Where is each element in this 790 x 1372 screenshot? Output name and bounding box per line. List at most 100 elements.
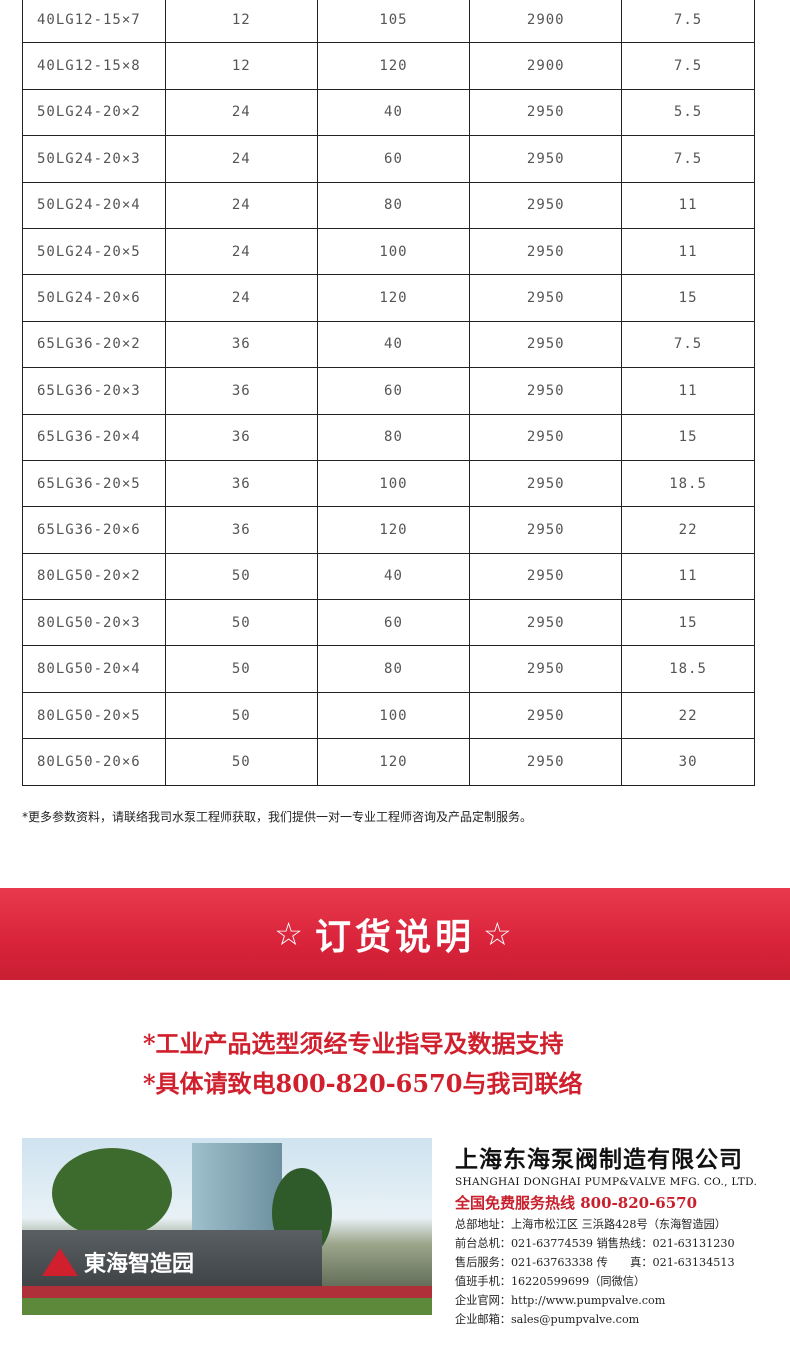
- table-row: 80LG50-20×5 50 100 2950 22: [22, 691, 755, 740]
- table-cell: 65LG36-20×5: [22, 459, 166, 508]
- table-cell: 40LG12-15×7: [22, 0, 166, 44]
- table-cell: 60: [316, 599, 471, 647]
- banner-title: 订货说明: [314, 917, 475, 958]
- factory-photo: 東海智造园: [22, 1138, 432, 1315]
- table-cell: 2950: [469, 135, 623, 183]
- phones-1: 前台总机：021-63774539 销售热线：021-63131230: [455, 1237, 735, 1250]
- table-cell: 5.5: [621, 88, 755, 137]
- table-cell: 2950: [469, 181, 623, 229]
- table-cell: 36: [164, 459, 318, 508]
- table-cell: 11: [621, 227, 755, 276]
- table-cell: 36: [164, 506, 318, 554]
- table-cell: 2950: [469, 88, 623, 137]
- table-cell: 7.5: [621, 0, 755, 44]
- table-cell: 2950: [469, 599, 623, 647]
- table-cell: 12: [164, 42, 318, 90]
- park-sign: 東海智造园: [42, 1246, 194, 1278]
- table-cell: 50LG24-20×3: [22, 135, 166, 183]
- table-cell: 60: [316, 367, 471, 415]
- table-cell: 30: [621, 738, 755, 786]
- table-cell: 50LG24-20×5: [22, 227, 166, 276]
- table-cell: 50LG24-20×6: [22, 274, 166, 322]
- table-cell: 24: [164, 135, 318, 183]
- table-row: 40LG12-15×7 12 105 2900 7.5: [22, 0, 755, 44]
- table-cell: 2950: [469, 274, 623, 322]
- table-cell: 80: [316, 645, 471, 693]
- pump-spec-table: 40LG12-15×7 12 105 2900 7.5 40LG12-15×8 12 120 2…: [22, 0, 755, 786]
- company-name-en: SHANGHAI DONGHAI PUMP&VALVE MFG. CO., LT…: [455, 1176, 758, 1188]
- table-cell: 2900: [469, 42, 623, 90]
- order-notes-banner: ☆ 订货说明 ☆: [0, 888, 790, 980]
- table-row: 80LG50-20×6 50 120 2950 30: [22, 738, 755, 786]
- table-cell: 24: [164, 181, 318, 229]
- table-cell: 80LG50-20×3: [22, 599, 166, 647]
- table-cell: 36: [164, 367, 318, 415]
- table-cell: 36: [164, 320, 318, 369]
- table-cell: 120: [316, 42, 471, 90]
- table-row: 65LG36-20×3 36 60 2950 11: [22, 367, 755, 415]
- table-cell: 120: [316, 274, 471, 322]
- table-cell: 2950: [469, 738, 623, 786]
- table-cell: 40: [316, 552, 471, 601]
- table-cell: 120: [316, 738, 471, 786]
- table-row: 50LG24-20×3 24 60 2950 7.5: [22, 135, 755, 183]
- table-row: 65LG36-20×6 36 120 2950 22: [22, 506, 755, 554]
- table-cell: 7.5: [621, 320, 755, 369]
- table-cell: 18.5: [621, 459, 755, 508]
- table-row: 50LG24-20×2 24 40 2950 5.5: [22, 88, 755, 137]
- table-cell: 80: [316, 413, 471, 461]
- table-cell: 80LG50-20×2: [22, 552, 166, 601]
- table-row: 80LG50-20×2 50 40 2950 11: [22, 552, 755, 601]
- phones-2: 售后服务：021-63763338 传 真：021-63134513: [455, 1256, 735, 1269]
- website[interactable]: 企业官网：http://www.pumpvalve.com: [455, 1294, 666, 1307]
- order-note-2: *具体请致电800-820-6570与我司联络: [143, 1069, 583, 1098]
- table-cell: 50LG24-20×4: [22, 181, 166, 229]
- table-cell: 80LG50-20×6: [22, 738, 166, 786]
- table-cell: 50LG24-20×2: [22, 88, 166, 137]
- table-cell: 11: [621, 181, 755, 229]
- table-cell: 40: [316, 320, 471, 369]
- table-cell: 2950: [469, 552, 623, 601]
- table-cell: 2950: [469, 645, 623, 693]
- table-cell: 2950: [469, 320, 623, 369]
- star-icon: ☆: [483, 915, 516, 953]
- table-row: 40LG12-15×8 12 120 2900 7.5: [22, 42, 755, 90]
- table-cell: 2950: [469, 413, 623, 461]
- table-cell: 40: [316, 88, 471, 137]
- table-cell: 65LG36-20×3: [22, 367, 166, 415]
- table-cell: 24: [164, 88, 318, 137]
- table-cell: 15: [621, 599, 755, 647]
- table-cell: 50: [164, 738, 318, 786]
- table-cell: 2900: [469, 0, 623, 44]
- table-cell: 65LG36-20×6: [22, 506, 166, 554]
- table-cell: 12: [164, 0, 318, 44]
- table-cell: 100: [316, 227, 471, 276]
- table-cell: 100: [316, 459, 471, 508]
- table-cell: 7.5: [621, 42, 755, 90]
- table-cell: 50: [164, 691, 318, 740]
- logo-icon: [42, 1248, 78, 1276]
- table-cell: 80LG50-20×4: [22, 645, 166, 693]
- footnote: *更多参数资料，请联络我司水泵工程师获取，我们提供一对一专业工程师咨询及产品定制…: [22, 810, 533, 824]
- star-icon: ☆: [274, 915, 307, 953]
- table-row: 50LG24-20×5 24 100 2950 11: [22, 227, 755, 276]
- table-cell: 60: [316, 135, 471, 183]
- table-cell: 40LG12-15×8: [22, 42, 166, 90]
- table-cell: 2950: [469, 227, 623, 276]
- table-cell: 36: [164, 413, 318, 461]
- table-cell: 105: [316, 0, 471, 44]
- sign-text: 東海智造园: [84, 1251, 195, 1277]
- company-name-cn: 上海东海泵阀制造有限公司: [455, 1147, 743, 1173]
- table-row: 50LG24-20×6 24 120 2950 15: [22, 274, 755, 322]
- table-cell: 7.5: [621, 135, 755, 183]
- table-cell: 11: [621, 552, 755, 601]
- table-row: 80LG50-20×3 50 60 2950 15: [22, 599, 755, 647]
- table-cell: 50: [164, 552, 318, 601]
- table-cell: 50: [164, 645, 318, 693]
- company-info: 上海东海泵阀制造有限公司 SHANGHAI DONGHAI PUMP&VALVE…: [455, 1140, 765, 1327]
- email[interactable]: 企业邮箱：sales@pumpvalve.com: [455, 1313, 640, 1326]
- table-cell: 80: [316, 181, 471, 229]
- hotline: 全国免费服务热线 800-820-6570: [455, 1194, 698, 1212]
- order-note-1: *工业产品选型须经专业指导及数据支持: [143, 1029, 564, 1058]
- table-row: 50LG24-20×4 24 80 2950 11: [22, 181, 755, 229]
